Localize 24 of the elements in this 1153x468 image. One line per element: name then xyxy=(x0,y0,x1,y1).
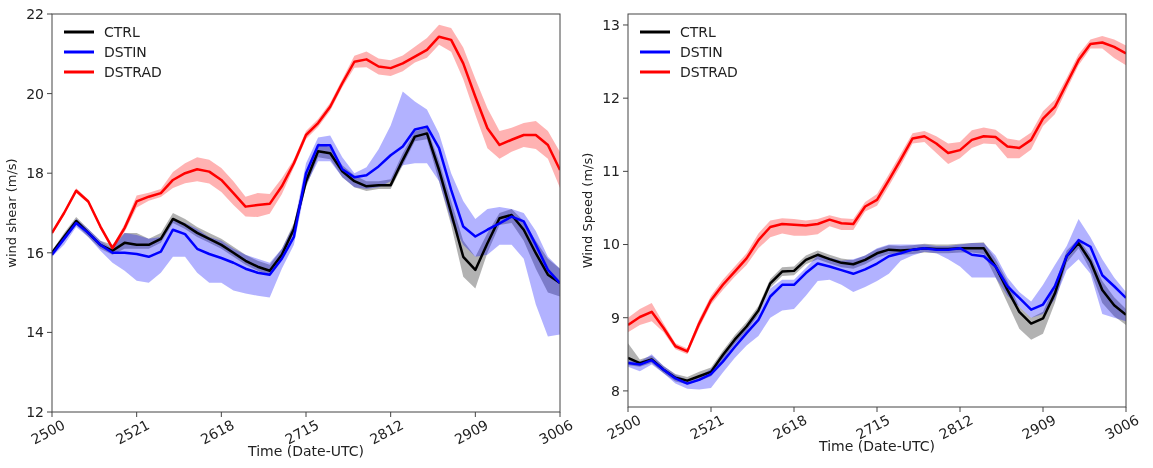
legend-label: DSTRAD xyxy=(104,63,162,80)
y-axis-title: wind shear (m/s) xyxy=(4,158,19,268)
y-tick-label: 9 xyxy=(611,309,620,326)
y-tick-label: 11 xyxy=(602,163,620,180)
y-tick-label: 12 xyxy=(26,403,44,420)
x-axis-title: Time (Date-UTC) xyxy=(247,443,364,459)
legend-label: CTRL xyxy=(104,23,141,40)
legend-label: CTRL xyxy=(680,23,717,40)
legend-label: DSTIN xyxy=(104,43,147,60)
y-tick-label: 8 xyxy=(611,382,620,399)
y-tick-label: 12 xyxy=(602,90,620,107)
x-tick-label: 2521 xyxy=(687,411,727,443)
y-tick-label: 20 xyxy=(26,85,44,102)
x-tick-label: 2521 xyxy=(113,416,153,448)
y-tick-label: 18 xyxy=(26,165,44,182)
x-axis-title: Time (Date-UTC) xyxy=(818,438,935,454)
y-tick-label: 14 xyxy=(26,324,45,341)
legend-label: DSTIN xyxy=(680,43,723,60)
y-tick-label: 16 xyxy=(26,244,45,261)
legend-label: DSTRAD xyxy=(680,63,738,80)
y-tick-label: 22 xyxy=(26,5,44,22)
y-tick-label: 10 xyxy=(602,236,620,253)
y-axis-title: Wind Speed (m/s) xyxy=(580,152,595,269)
y-tick-label: 13 xyxy=(602,16,620,33)
